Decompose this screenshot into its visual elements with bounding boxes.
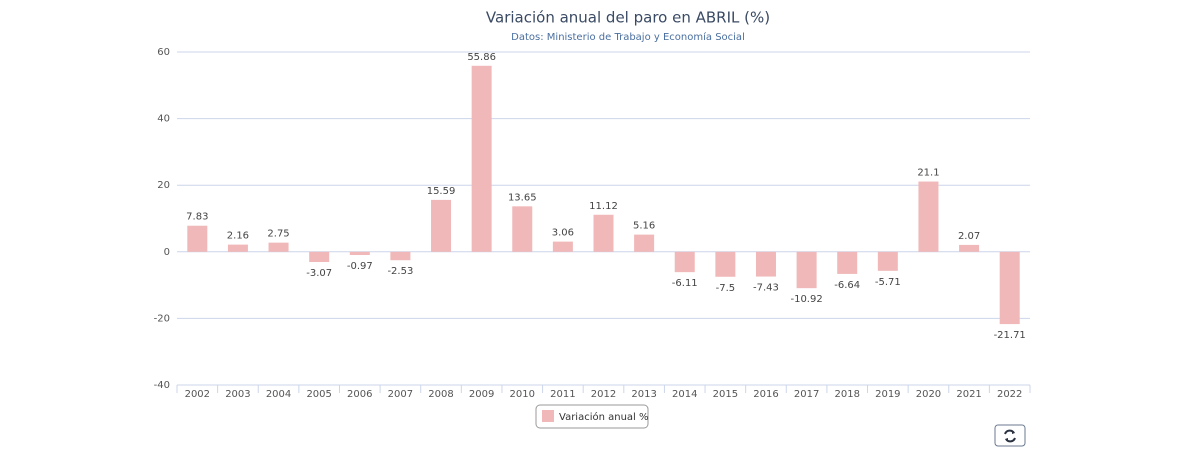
data-label: -6.11 <box>672 278 698 289</box>
legend-swatch[interactable] <box>542 410 554 422</box>
y-tick-label: 0 <box>164 247 170 258</box>
y-tick-label: -20 <box>154 313 170 324</box>
x-tick-label: 2018 <box>834 389 859 400</box>
bar <box>471 65 492 252</box>
data-label: 2.07 <box>958 231 980 242</box>
data-label: 21.1 <box>917 168 939 179</box>
x-tick-label: 2008 <box>428 389 453 400</box>
data-label: -21.71 <box>994 330 1026 341</box>
bar <box>715 251 736 277</box>
data-label: -5.71 <box>875 277 901 288</box>
chart-title: Variación anual del paro en ABRIL (%) <box>486 9 770 27</box>
bar <box>349 251 370 256</box>
bar <box>837 251 858 274</box>
refresh-button[interactable] <box>994 424 1026 447</box>
bar <box>755 251 776 277</box>
bar <box>796 251 817 289</box>
data-label: -2.53 <box>387 266 413 277</box>
legend-label[interactable]: Variación anual % <box>559 411 649 423</box>
bar <box>959 244 980 252</box>
legend-box[interactable] <box>535 404 649 429</box>
x-tick-label: 2014 <box>672 389 697 400</box>
bar <box>674 251 695 273</box>
bar <box>390 251 411 261</box>
x-tick-label: 2009 <box>469 389 494 400</box>
bar <box>187 225 208 252</box>
y-tick-label: -40 <box>154 380 170 391</box>
bar <box>593 214 614 252</box>
bar <box>918 181 939 252</box>
data-label: 11.12 <box>589 201 618 212</box>
x-tick-label: 2006 <box>347 389 372 400</box>
x-tick-label: 2016 <box>753 389 778 400</box>
data-label: 13.65 <box>508 192 537 203</box>
x-tick-label: 2005 <box>306 389 331 400</box>
bar <box>309 251 330 263</box>
x-tick-label: 2019 <box>875 389 900 400</box>
bar <box>512 206 533 252</box>
data-label: -6.64 <box>834 280 860 291</box>
bar <box>268 242 289 252</box>
y-tick-label: 40 <box>157 114 170 125</box>
y-tick-label: 20 <box>157 180 170 191</box>
x-tick-label: 2011 <box>550 389 575 400</box>
x-tick-label: 2020 <box>916 389 941 400</box>
data-label: -7.5 <box>716 283 736 294</box>
data-label: -3.07 <box>306 268 332 279</box>
x-tick-label: 2004 <box>266 389 291 400</box>
bar <box>227 244 248 252</box>
data-label: 15.59 <box>427 186 456 197</box>
data-label: 55.86 <box>467 52 496 63</box>
bar <box>552 241 573 252</box>
x-tick-label: 2002 <box>185 389 210 400</box>
x-tick-label: 2007 <box>388 389 413 400</box>
data-label: 2.75 <box>267 229 289 240</box>
refresh-button-box[interactable] <box>994 424 1026 447</box>
x-tick-label: 2017 <box>794 389 819 400</box>
y-tick-label: 60 <box>157 47 170 58</box>
chart-subtitle: Datos: Ministerio de Trabajo y Economía … <box>511 31 745 43</box>
data-label: -7.43 <box>753 283 779 294</box>
bar <box>634 234 655 252</box>
x-tick-label: 2022 <box>997 389 1022 400</box>
x-tick-label: 2015 <box>713 389 738 400</box>
x-tick-label: 2012 <box>591 389 616 400</box>
bar <box>999 251 1020 325</box>
data-label: -0.97 <box>347 261 373 272</box>
bar <box>877 251 898 271</box>
x-tick-label: 2021 <box>956 389 981 400</box>
x-tick-label: 2003 <box>225 389 250 400</box>
x-tick-label: 2010 <box>510 389 535 400</box>
data-label: 3.06 <box>552 228 574 239</box>
bar <box>431 199 452 252</box>
data-label: -10.92 <box>790 294 822 305</box>
data-label: 2.16 <box>227 231 249 242</box>
refresh-arrows <box>1005 430 1015 442</box>
data-label: 7.83 <box>186 212 208 223</box>
data-label: 5.16 <box>633 221 655 232</box>
x-tick-label: 2013 <box>631 389 656 400</box>
